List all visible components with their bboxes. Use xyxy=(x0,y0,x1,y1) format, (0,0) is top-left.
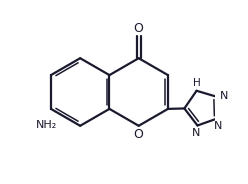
Text: O: O xyxy=(134,128,144,141)
Text: N: N xyxy=(220,91,228,102)
Text: H: H xyxy=(193,77,201,88)
Text: N: N xyxy=(192,128,201,138)
Text: NH₂: NH₂ xyxy=(36,120,57,130)
Text: O: O xyxy=(134,22,144,35)
Text: N: N xyxy=(214,121,222,131)
